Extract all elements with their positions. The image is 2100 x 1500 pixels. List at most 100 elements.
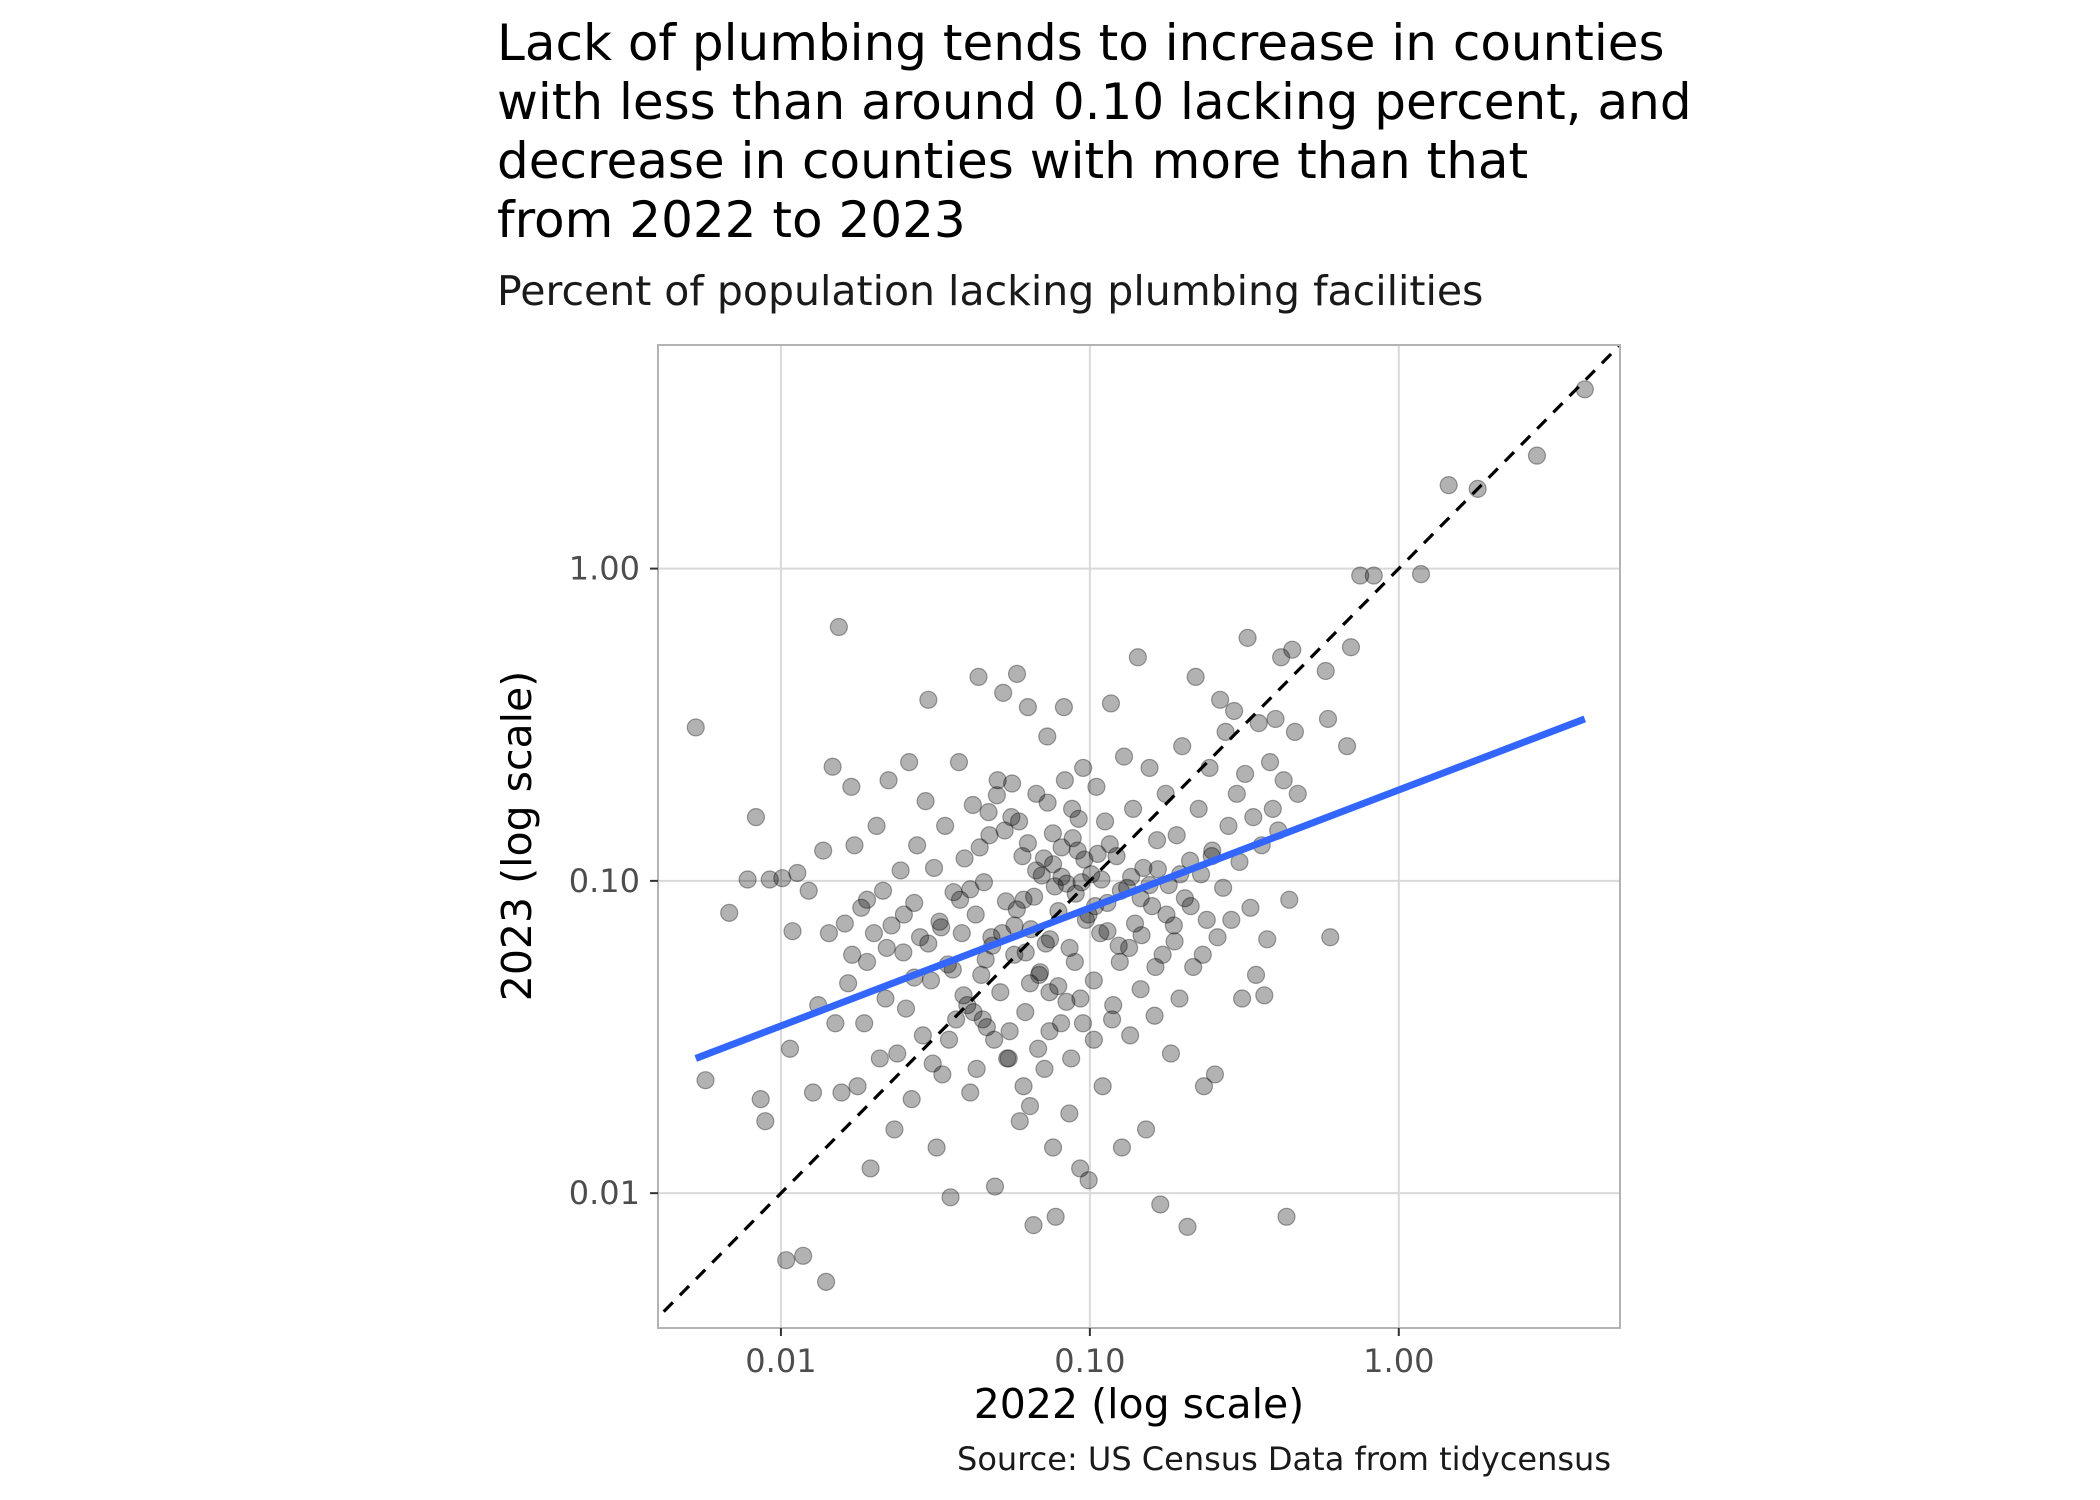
data-point [955, 849, 974, 868]
data-point [1122, 867, 1141, 886]
data-point [877, 938, 896, 958]
data-point [1020, 974, 1040, 993]
data-point [1272, 648, 1291, 667]
data-point [1109, 936, 1128, 955]
data-point [843, 945, 862, 964]
data-point [823, 757, 842, 776]
data-point [979, 803, 998, 822]
data-point [952, 924, 971, 943]
data-point [1142, 897, 1162, 916]
data-point [1285, 722, 1305, 741]
data-point [1341, 638, 1361, 657]
data-point [1132, 926, 1151, 945]
data-point [1147, 831, 1167, 850]
data-point [1260, 753, 1280, 772]
data-point [1107, 847, 1126, 866]
data-point [1112, 1138, 1132, 1157]
data-point [964, 1003, 983, 1022]
data-point [944, 883, 963, 902]
data-point [950, 890, 970, 909]
data-point [861, 1159, 880, 1178]
data-point [1060, 1104, 1079, 1123]
data-point [1244, 808, 1263, 827]
data-point [1208, 928, 1227, 947]
data-point [1136, 1120, 1156, 1139]
data-point [819, 924, 839, 943]
data-point [1038, 793, 1057, 812]
data-point [1057, 992, 1076, 1011]
data-point [738, 870, 757, 889]
data-point [720, 903, 739, 922]
data-point [780, 1039, 800, 1058]
data-point [1071, 1159, 1090, 1178]
data-point [1062, 1049, 1081, 1068]
x-tick-label: 0.10 [1054, 1342, 1125, 1380]
data-point [864, 924, 884, 943]
data-point [1232, 989, 1252, 1008]
data-point [1034, 849, 1054, 868]
data-point [932, 918, 951, 937]
data-point [1002, 774, 1022, 793]
data-point [1575, 380, 1594, 399]
data-point [1189, 799, 1208, 819]
data-point [1184, 957, 1203, 977]
chart-subtitle: Percent of population lacking plumbing f… [497, 267, 1484, 315]
data-point [867, 816, 886, 835]
data-point [919, 934, 938, 953]
data-point [894, 943, 913, 962]
data-point [773, 869, 792, 888]
x-tick-label: 1.00 [1363, 1342, 1434, 1380]
data-point [794, 1246, 813, 1265]
data-point [1121, 1026, 1140, 1045]
data-point [1321, 928, 1340, 947]
data-point [1084, 971, 1103, 990]
data-point [1043, 1138, 1063, 1157]
data-point [1197, 910, 1216, 929]
data-point [1246, 965, 1266, 984]
data-points [686, 380, 1594, 1291]
data-point [1043, 824, 1062, 843]
data-point [803, 1083, 823, 1102]
data-point [1255, 986, 1274, 1005]
data-point [1193, 945, 1212, 964]
data-point [919, 690, 938, 709]
data-point [1052, 867, 1071, 886]
data-point [1007, 664, 1027, 684]
data-point [1073, 1014, 1093, 1033]
data-point [1222, 910, 1241, 929]
data-point [885, 1120, 904, 1139]
data-point [1157, 905, 1176, 924]
data-point [1040, 983, 1059, 1002]
data-point [1029, 1039, 1048, 1058]
data-point [1131, 980, 1150, 999]
data-point [1102, 1010, 1122, 1029]
data-point [1258, 930, 1277, 949]
data-point [1074, 758, 1093, 778]
data-point [1010, 1112, 1029, 1131]
data-point [916, 792, 935, 811]
x-tick-label: 0.01 [745, 1342, 816, 1380]
data-point [1439, 476, 1458, 495]
chart-title: Lack of plumbing tends to increase in co… [497, 14, 1692, 249]
data-point [1020, 1097, 1040, 1116]
data-point [746, 808, 766, 827]
data-point [998, 1049, 1017, 1068]
data-point [1065, 952, 1084, 972]
data-point [991, 983, 1010, 1002]
data-point [1146, 957, 1165, 977]
data-point [1101, 694, 1121, 713]
data-point [826, 1014, 845, 1033]
data-point [882, 916, 901, 935]
data-point [1411, 565, 1431, 584]
data-point [1145, 1006, 1164, 1025]
data-point [1098, 922, 1117, 941]
data-point [985, 1030, 1004, 1049]
data-point [1049, 977, 1068, 996]
data-point [1238, 628, 1257, 647]
data-point [1364, 566, 1383, 585]
data-point [941, 1188, 960, 1207]
data-point [1057, 874, 1076, 893]
grid-lines [658, 345, 1620, 1328]
data-point [1104, 996, 1123, 1015]
